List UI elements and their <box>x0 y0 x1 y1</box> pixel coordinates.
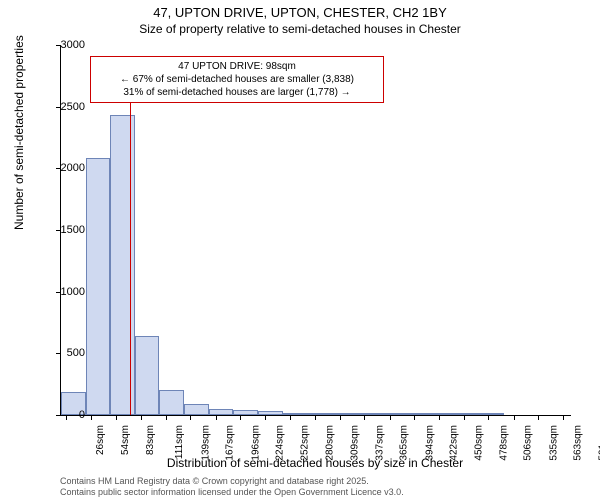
xtick-mark <box>439 415 440 420</box>
xtick-mark <box>464 415 465 420</box>
xtick-mark <box>265 415 266 420</box>
ytick-label: 500 <box>45 347 85 359</box>
histogram-bar <box>110 115 135 415</box>
xtick-mark <box>488 415 489 420</box>
xtick-label: 422sqm <box>449 425 460 461</box>
xtick-mark <box>166 415 167 420</box>
xtick-mark <box>414 415 415 420</box>
xtick-mark <box>364 415 365 420</box>
ytick-label: 2000 <box>45 162 85 174</box>
ytick-label: 1500 <box>45 224 85 236</box>
ytick-label: 3000 <box>45 39 85 51</box>
histogram-bar <box>480 413 505 415</box>
attribution-line1: Contains HM Land Registry data © Crown c… <box>60 476 404 487</box>
annotation-line2: ← 67% of semi-detached houses are smalle… <box>97 73 377 86</box>
xtick-mark <box>240 415 241 420</box>
histogram-bar <box>430 413 455 415</box>
annotation-line1: 47 UPTON DRIVE: 98sqm <box>97 60 377 73</box>
attribution-text: Contains HM Land Registry data © Crown c… <box>60 476 404 498</box>
xtick-mark <box>216 415 217 420</box>
xtick-label: 309sqm <box>350 425 361 461</box>
histogram-bar <box>233 410 258 415</box>
xtick-label: 252sqm <box>300 425 311 461</box>
xtick-mark <box>563 415 564 420</box>
histogram-bar <box>307 413 332 415</box>
histogram-bar <box>356 413 381 415</box>
histogram-bar <box>455 413 480 415</box>
xtick-mark <box>116 415 117 420</box>
xtick-mark <box>538 415 539 420</box>
histogram-bar <box>159 390 184 415</box>
xtick-mark <box>141 415 142 420</box>
histogram-bar <box>86 158 111 415</box>
histogram-bar <box>209 409 234 415</box>
histogram-bar <box>184 404 209 415</box>
xtick-label: 535sqm <box>548 425 559 461</box>
histogram-bar <box>406 413 431 415</box>
histogram-bar <box>381 413 406 415</box>
xtick-label: 26sqm <box>95 425 106 455</box>
xtick-label: 224sqm <box>275 425 286 461</box>
ytick-label: 2500 <box>45 101 85 113</box>
annotation-line3: 31% of semi-detached houses are larger (… <box>97 86 377 99</box>
xtick-label: 337sqm <box>374 425 385 461</box>
xtick-mark <box>290 415 291 420</box>
xtick-label: 280sqm <box>324 425 335 461</box>
xtick-label: 478sqm <box>498 425 509 461</box>
ytick-label: 0 <box>45 409 85 421</box>
chart-title-main: 47, UPTON DRIVE, UPTON, CHESTER, CH2 1BY <box>0 5 600 20</box>
xtick-label: 167sqm <box>225 425 236 461</box>
xtick-label: 506sqm <box>523 425 534 461</box>
histogram-bar <box>332 413 357 415</box>
histogram-bar <box>258 411 283 415</box>
xtick-mark <box>190 415 191 420</box>
xtick-label: 563sqm <box>573 425 584 461</box>
histogram-bar <box>135 336 160 415</box>
marker-line <box>130 86 131 415</box>
xtick-mark <box>340 415 341 420</box>
histogram-bar <box>283 413 308 415</box>
ytick-label: 1000 <box>45 286 85 298</box>
xtick-mark <box>514 415 515 420</box>
xtick-mark <box>91 415 92 420</box>
xtick-label: 394sqm <box>424 425 435 461</box>
annotation-box: 47 UPTON DRIVE: 98sqm ← 67% of semi-deta… <box>90 56 384 103</box>
xtick-label: 196sqm <box>250 425 261 461</box>
x-axis-label: Distribution of semi-detached houses by … <box>60 456 570 470</box>
xtick-label: 139sqm <box>200 425 211 461</box>
xtick-label: 450sqm <box>474 425 485 461</box>
xtick-label: 83sqm <box>145 425 156 455</box>
xtick-label: 111sqm <box>174 425 185 459</box>
xtick-mark <box>390 415 391 420</box>
chart-title-sub: Size of property relative to semi-detach… <box>0 22 600 36</box>
xtick-label: 365sqm <box>399 425 410 461</box>
attribution-line2: Contains public sector information licen… <box>60 487 404 498</box>
xtick-mark <box>315 415 316 420</box>
xtick-label: 54sqm <box>120 425 131 455</box>
y-axis-label: Number of semi-detached properties <box>12 35 26 230</box>
